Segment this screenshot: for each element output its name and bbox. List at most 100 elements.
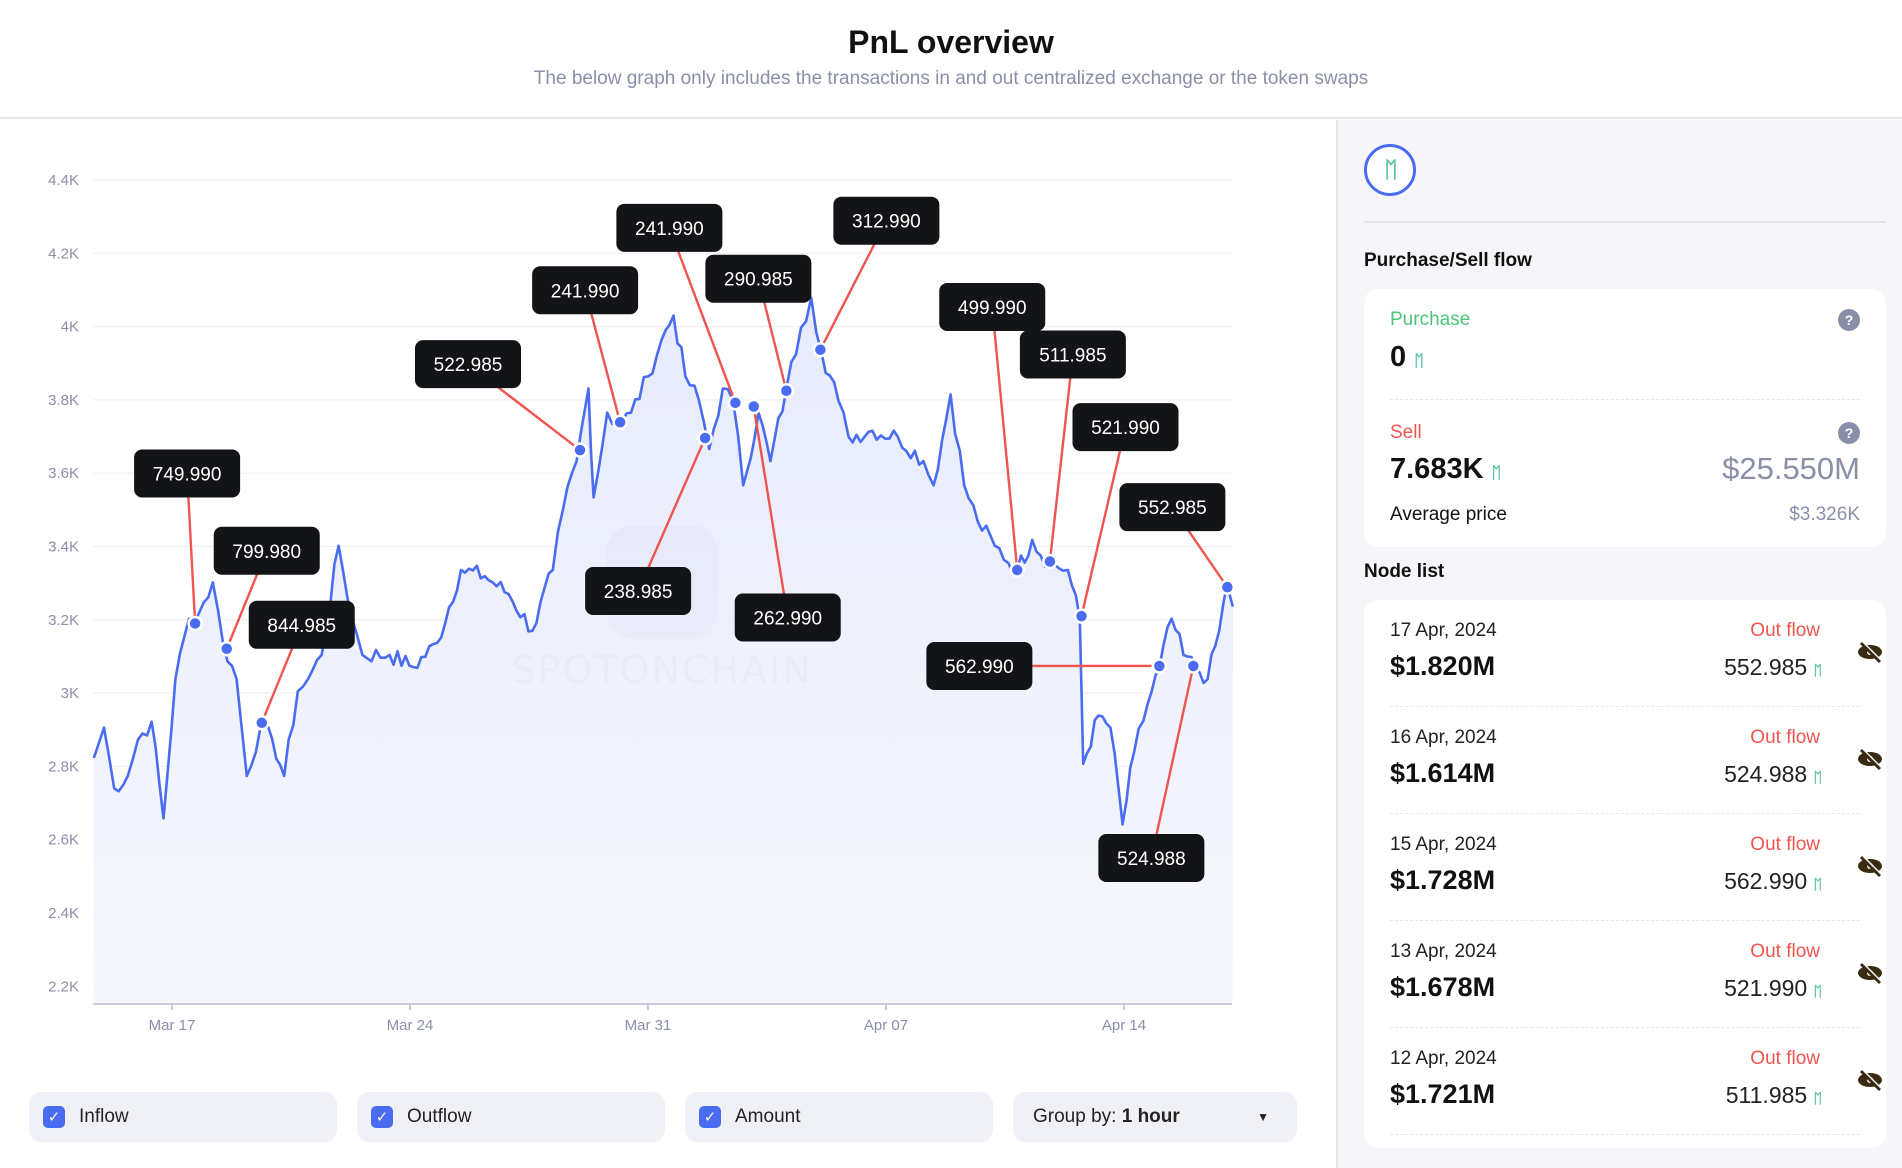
node-flow-type: Out flow <box>1750 1048 1820 1069</box>
annotation-amount-label: 241.990 <box>551 281 620 302</box>
node-date: 13 Apr, 2024 <box>1390 941 1497 962</box>
annotation-amount-label: 521.990 <box>1091 418 1160 439</box>
token-logo: ᛖ <box>1364 144 1416 196</box>
annotation-marker <box>612 414 628 431</box>
node-list-title: Node list <box>1364 561 1445 582</box>
node-list-item[interactable]: 17 Apr, 2024 $1.820M Out flow 552.985 ᛖ <box>1390 600 1883 707</box>
annotation-marker <box>745 398 762 415</box>
node-amount-wrap: 524.988 ᛖ <box>1724 761 1823 788</box>
annotation-marker <box>218 641 235 657</box>
node-flow-type: Out flow <box>1750 941 1820 962</box>
annotation-label-box <box>1072 403 1179 452</box>
annotation-amount-label: 524.988 <box>1117 849 1186 870</box>
annotation-marker <box>1151 658 1168 674</box>
annotation-amount-label: 552.985 <box>1138 498 1207 519</box>
annotation-marker <box>1219 579 1236 595</box>
inflow-toggle[interactable]: ✓ Inflow <box>29 1092 337 1142</box>
eye-slash-icon[interactable] <box>1856 747 1884 771</box>
sell-usd: $25.550M <box>1722 451 1860 486</box>
node-amount-wrap: 552.985 ᛖ <box>1724 654 1823 681</box>
node-list: 17 Apr, 2024 $1.820M Out flow 552.985 ᛖ … <box>1364 600 1886 1148</box>
outflow-label: Outflow <box>407 1106 472 1127</box>
node-list-item[interactable]: 15 Apr, 2024 $1.728M Out flow 562.990 ᛖ <box>1390 814 1883 921</box>
annotation-label-box <box>532 266 639 315</box>
annotation-label-box <box>1019 330 1126 379</box>
annotation-label-box <box>1119 483 1226 532</box>
node-date: 15 Apr, 2024 <box>1390 834 1497 855</box>
maker-token-icon: ᛖ <box>1414 353 1424 370</box>
annotation-amount-label: 522.985 <box>434 355 503 376</box>
annotation-label-box <box>213 526 320 575</box>
help-icon[interactable]: ? <box>1838 309 1860 331</box>
help-icon[interactable]: ? <box>1838 422 1860 444</box>
annotation-label-box <box>585 567 692 616</box>
eye-slash-icon[interactable] <box>1856 1068 1884 1092</box>
annotation-connector <box>1150 665 1195 859</box>
y-tick-label: 3K <box>61 685 79 702</box>
annotation-connector <box>1048 354 1075 562</box>
node-list-item[interactable]: 13 Apr, 2024 $1.678M Out flow 521.990 ᛖ <box>1390 921 1883 1028</box>
annotation-connector <box>185 473 197 624</box>
annotation-amount-label: 844.985 <box>267 616 336 637</box>
annotation-label-box <box>734 593 841 642</box>
node-date: 17 Apr, 2024 <box>1390 620 1497 641</box>
maker-token-icon: ᛖ <box>1384 157 1397 182</box>
eye-slash-icon[interactable] <box>1856 961 1884 985</box>
annotation-marker <box>254 715 270 731</box>
node-amount: 524.988 <box>1724 761 1808 787</box>
annotation-amount-label: 799.980 <box>232 542 301 563</box>
maker-token-icon: ᛖ <box>1813 769 1823 785</box>
node-flow-type: Out flow <box>1750 620 1820 641</box>
price-line <box>92 296 1235 826</box>
eye-slash-icon[interactable] <box>1856 640 1884 664</box>
area-fill <box>93 297 1233 1005</box>
node-amount: 511.985 <box>1725 1082 1808 1108</box>
checkbox-checked-icon[interactable]: ✓ <box>43 1106 65 1128</box>
outflow-toggle[interactable]: ✓ Outflow <box>357 1092 665 1142</box>
maker-token-icon: ᛖ <box>1813 876 1823 892</box>
eye-slash-icon[interactable] <box>1856 854 1884 878</box>
y-tick-label: 4.2K <box>48 245 79 262</box>
annotation-marker <box>187 615 203 632</box>
maker-token-icon: ᛖ <box>1813 662 1823 678</box>
annotation-marker <box>1042 553 1058 570</box>
annotation-connector <box>668 227 737 404</box>
flow-title: Purchase/Sell flow <box>1364 250 1532 271</box>
annotation-connector <box>752 406 789 618</box>
amount-toggle[interactable]: ✓ Amount <box>685 1092 993 1142</box>
checkbox-checked-icon[interactable]: ✓ <box>371 1106 393 1128</box>
group-by-label: Group by: <box>1033 1106 1117 1127</box>
node-date: 16 Apr, 2024 <box>1390 727 1497 748</box>
annotation-amount-label: 511.985 <box>1039 346 1106 367</box>
separator <box>1390 399 1860 400</box>
group-by-select[interactable]: Group by: 1 hour ▼ <box>1013 1092 1297 1142</box>
x-tick-label: Apr 07 <box>864 1017 908 1034</box>
annotation-label-box <box>248 600 355 649</box>
page-title: PnL overview <box>848 24 1054 60</box>
y-tick-label: 4.4K <box>48 172 79 189</box>
y-tick-label: 3.6K <box>48 465 79 482</box>
checkbox-checked-icon[interactable]: ✓ <box>699 1106 721 1128</box>
node-list-item[interactable]: 16 Apr, 2024 $1.614M Out flow 524.988 ᛖ <box>1390 707 1883 814</box>
node-amount-wrap: 562.990 ᛖ <box>1724 868 1823 895</box>
purchase-amount: 0 <box>1390 341 1407 373</box>
annotation-marker <box>1185 658 1202 674</box>
node-list-item[interactable]: 12 Apr, 2024 $1.721M Out flow 511.985 ᛖ <box>1390 1028 1883 1135</box>
x-tick-label: Mar 17 <box>149 1017 196 1034</box>
y-tick-label: 4K <box>61 319 79 336</box>
maker-token-icon: ᛖ <box>1813 983 1823 999</box>
annotation-amount-label: 749.990 <box>153 464 222 485</box>
annotation-marker <box>778 382 795 399</box>
node-usd: $1.614M <box>1390 758 1496 788</box>
annotation-amount-label: 562.990 <box>945 657 1014 678</box>
annotation-marker <box>1073 608 1090 624</box>
page-header: PnL overview The below graph only includ… <box>0 0 1902 119</box>
x-tick-label: Apr 14 <box>1102 1017 1146 1034</box>
annotation-label-box <box>926 641 1033 690</box>
annotation-label-box <box>616 203 723 252</box>
annotation-connector <box>991 306 1019 571</box>
node-flow-type: Out flow <box>1750 727 1820 748</box>
avg-price-value: $3.326K <box>1789 504 1860 525</box>
maker-token-icon: ᛖ <box>1813 1090 1823 1106</box>
y-tick-label: 2.8K <box>48 758 79 775</box>
